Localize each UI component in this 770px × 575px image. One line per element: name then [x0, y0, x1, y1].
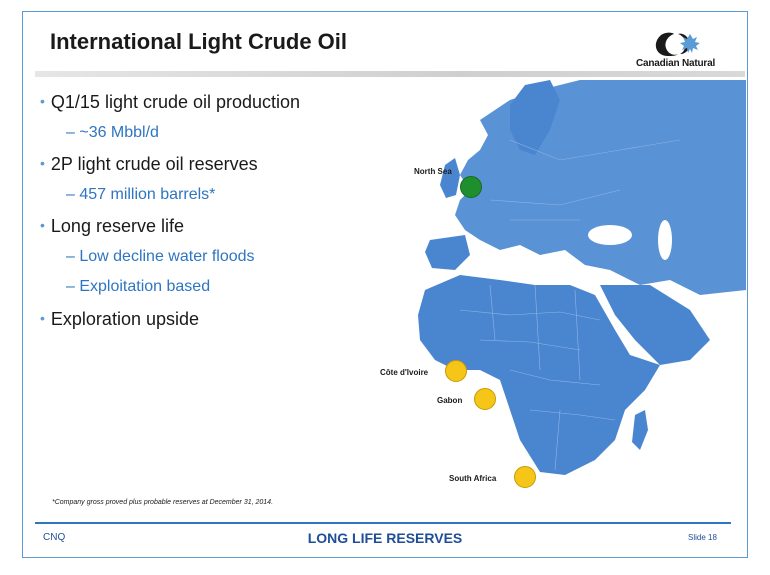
title-divider: [35, 71, 745, 77]
marker-cote-divoire: [445, 360, 467, 382]
sub-bullet-item: – Exploitation based: [66, 278, 210, 296]
caspian-sea: [658, 220, 672, 260]
country-borders: [459, 139, 681, 471]
sub-bullet-item: – 457 million barrels*: [66, 186, 215, 204]
uk-landmass: [440, 158, 460, 198]
bullet-item: • Exploration upside: [40, 309, 199, 330]
bullet-item: • Long reserve life: [40, 216, 184, 237]
marker-south-africa: [514, 466, 536, 488]
location-label-south-africa: South Africa: [449, 474, 497, 483]
bullet-icon: •: [40, 93, 45, 109]
sub-bullet-text: ~36 Mbbl/d: [79, 124, 159, 141]
africa-landmass: [418, 275, 660, 475]
europe-africa-map: [418, 80, 746, 475]
sub-bullet-text: Exploitation based: [79, 278, 211, 295]
slide-number: Slide 18: [688, 533, 717, 542]
footnote: *Company gross proved plus probable rese…: [52, 499, 274, 506]
scandinavia-landmass: [510, 80, 560, 155]
bullet-item: • 2P light crude oil reserves: [40, 154, 258, 175]
bullet-text: 2P light crude oil reserves: [50, 154, 258, 174]
black-sea: [588, 225, 632, 245]
madagascar-landmass: [632, 410, 648, 450]
marker-north-sea: [460, 176, 482, 198]
iberia-landmass: [425, 235, 470, 270]
dash-icon: –: [66, 186, 80, 203]
mediterranean-sea: [465, 258, 600, 285]
footer-divider: [35, 522, 731, 524]
location-label-gabon: Gabon: [437, 396, 463, 405]
company-logo-icon: [655, 32, 700, 56]
dash-icon: –: [66, 124, 80, 141]
bullet-item: • Q1/15 light crude oil production: [40, 92, 300, 113]
location-label-cote-divoire: Côte d'Ivoire: [380, 368, 429, 377]
location-label-north-sea: North Sea: [414, 167, 452, 176]
bullet-text: Q1/15 light crude oil production: [50, 92, 301, 112]
footer-company-code: CNQ: [43, 532, 66, 543]
dash-icon: –: [66, 248, 80, 265]
bullet-icon: •: [40, 310, 45, 326]
sub-bullet-text: 457 million barrels*: [79, 186, 216, 203]
bullet-icon: •: [40, 217, 45, 233]
footer-section-title: LONG LIFE RESERVES: [307, 530, 463, 546]
bullet-icon: •: [40, 155, 45, 171]
bullet-text: Exploration upside: [50, 309, 200, 329]
dash-icon: –: [66, 278, 80, 295]
page-title: International Light Crude Oil: [50, 29, 347, 54]
arabia-landmass: [600, 285, 710, 365]
marker-gabon: [474, 388, 496, 410]
sub-bullet-item: – Low decline water floods: [66, 248, 255, 266]
logo-text: Canadian Natural: [636, 58, 716, 69]
sub-bullet-item: – ~36 Mbbl/d: [66, 124, 159, 142]
bullet-text: Long reserve life: [50, 216, 184, 236]
sub-bullet-text: Low decline water floods: [79, 248, 255, 265]
